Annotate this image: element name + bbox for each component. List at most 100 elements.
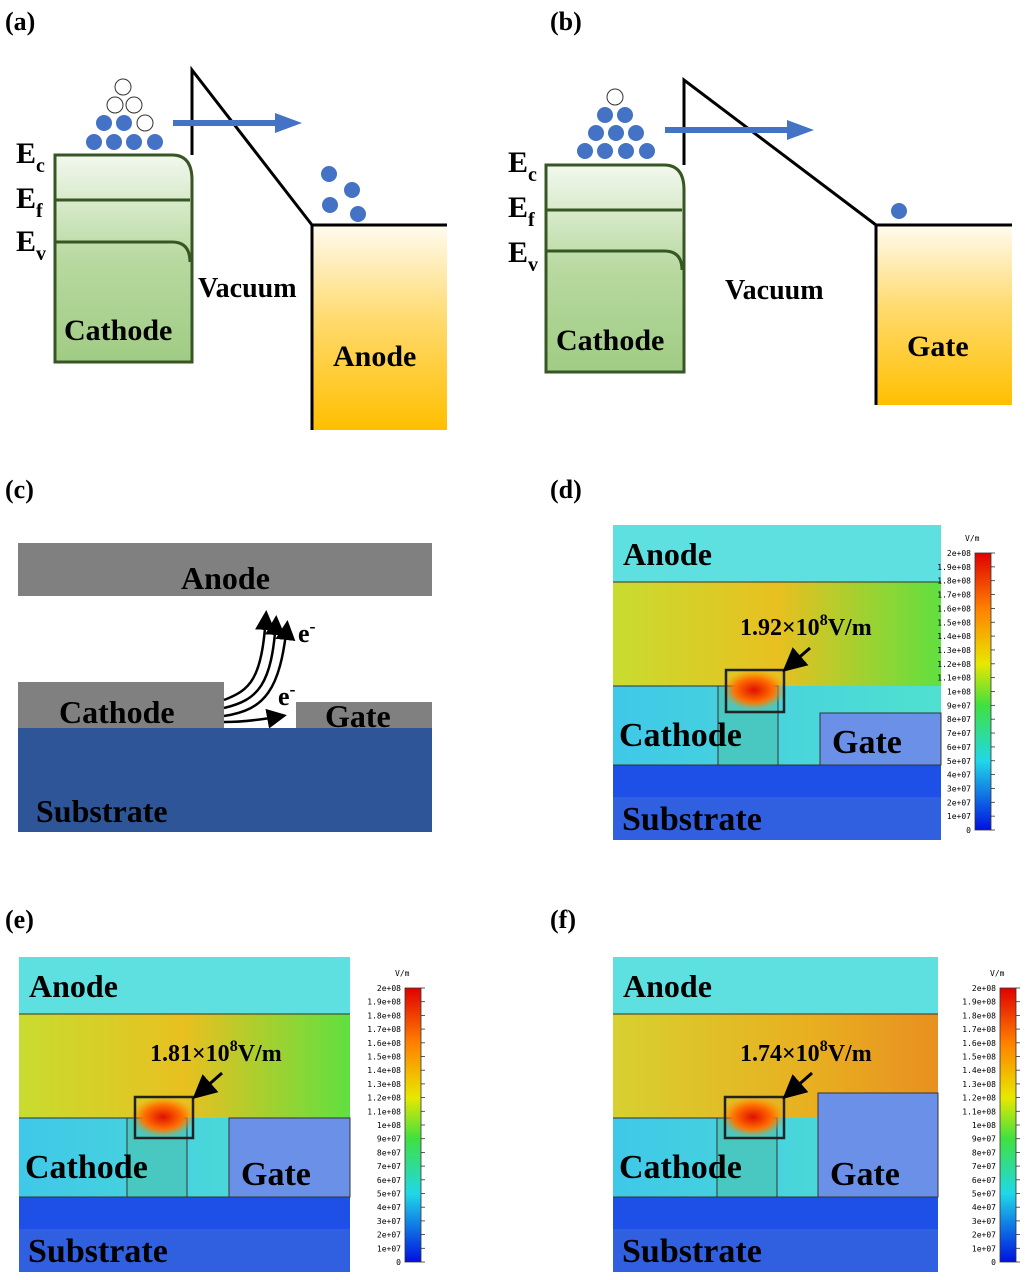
electron [350,206,366,222]
hot-spot [721,1097,785,1137]
field-exponent: 8 [230,1038,238,1055]
colorbar-tick-label: 2e+07 [947,798,971,807]
energy-level: Ec [508,146,537,186]
colorbar-tick-label: 8e+07 [377,1148,401,1157]
hot-spot [722,670,786,710]
cathode-label: Cathode [64,314,172,347]
colorbar-tick-label: 1.3e+08 [367,1080,401,1089]
colorbar-tick-label: 1e+07 [947,812,971,821]
cathode [18,682,224,728]
substrate-base [19,1229,350,1272]
highlight-box [133,1095,195,1140]
anode-label: Anode [623,968,712,1004]
colorbar-tick-label: 5e+07 [377,1190,401,1199]
colorbar-tick-label: 2e+08 [377,984,401,993]
hot-spot [131,1097,195,1137]
gate-region [819,712,942,766]
colorbar-tick-label: 5e+07 [947,757,971,766]
anode-region [19,957,350,1014]
electron [608,125,624,141]
vacuum-label: Vacuum [198,273,297,304]
field-mantissa: 1.81×10 [150,1041,230,1067]
colorbar-tick-label: 1.9e+08 [367,998,401,1007]
energy-level: Ef [16,182,43,222]
colorbar-tick-label: 4e+07 [972,1203,996,1212]
colorbar-tick-label: 1.6e+08 [962,1039,996,1048]
electron [628,125,644,141]
valence-line [546,249,684,271]
colorbar-tick-label: 1.6e+08 [367,1039,401,1048]
colorbar-tick-label: 0 [991,1258,996,1267]
colorbar-tick-label: 2e+07 [377,1231,401,1240]
colorbar-tick-label: 1.8e+08 [962,1011,996,1020]
colorbar-tick-label: 1.4e+08 [937,632,971,641]
anode-region [613,525,941,582]
level-sub: c [36,155,45,177]
colorbar-tick-label: 1.1e+08 [937,674,971,683]
level-main: E [16,225,36,258]
electron-main: e [298,619,310,648]
electron [106,134,122,150]
electron [86,134,102,150]
energy-level: Ef [508,191,535,231]
colorbar-tick-label: 8e+07 [947,715,971,724]
electron-label: e- [278,679,296,711]
substrate-base [613,797,941,840]
electron [126,134,142,150]
colorbar-tick-label: 5e+07 [972,1190,996,1199]
substrate-region [613,765,941,797]
colorbar-tick-label: 0 [396,1258,401,1267]
colorbar-tick-label: 7e+07 [972,1162,996,1171]
panel-label: (c) [5,475,34,504]
anode-label: Anode [623,536,712,572]
electron [114,78,132,96]
panel-label: (a) [5,7,35,36]
cathode-label: Cathode [25,1149,148,1186]
anode-region [613,957,938,1014]
colorbar-tick-label: 3e+07 [972,1217,996,1226]
colorbar-tick-label: 1.2e+08 [962,1094,996,1103]
colorbar-tick-label: 1.9e+08 [937,563,971,572]
colorbar-tick-label: 3e+07 [947,784,971,793]
substrate-base [613,1229,938,1272]
pointer-arrow [782,1071,813,1099]
electron-sup: - [310,616,316,636]
electron [136,114,154,132]
level-main: E [16,137,36,170]
cathode-band [544,163,686,374]
field-value: 1.74×108V/m [740,1038,872,1067]
level-main: E [16,182,36,215]
level-sub: f [528,209,535,231]
colorbar-tick-label: 1.3e+08 [962,1080,996,1089]
colorbar [999,987,1017,1263]
energy-level: Ev [16,225,46,265]
colorbar-tick-label: 1e+08 [947,688,971,697]
colorbar-tick-label: 1.6e+08 [937,604,971,613]
substrate-label: Substrate [622,801,762,838]
vacuum-region [19,1014,350,1118]
electron [588,125,604,141]
level-main: E [508,191,528,224]
field-mantissa: 1.74×10 [740,1041,820,1067]
gate-label: Gate [907,330,969,363]
colorbar-tick-label: 1.8e+08 [367,1011,401,1020]
colorbar-tick-label: 1.1e+08 [367,1107,401,1116]
energy-level: Ev [508,236,538,276]
electron [321,166,337,182]
substrate-region [613,1197,938,1229]
anode-label: Anode [181,560,270,596]
colorbar-tick-label: 6e+07 [947,743,971,752]
level-sub: f [36,200,43,222]
cathode-label: Cathode [619,1149,742,1186]
electron [116,115,132,131]
colorbar-tick-label: 1.1e+08 [962,1107,996,1116]
colorbar-unit: V/m [965,534,980,543]
cathode-band [53,153,194,364]
electron [891,203,907,219]
colorbar-unit: V/m [395,969,410,978]
substrate-label: Substrate [622,1233,762,1270]
colorbar-tick-label: 0 [966,826,971,835]
field-unit: V/m [828,615,872,641]
vacuum-label: Vacuum [725,275,824,306]
